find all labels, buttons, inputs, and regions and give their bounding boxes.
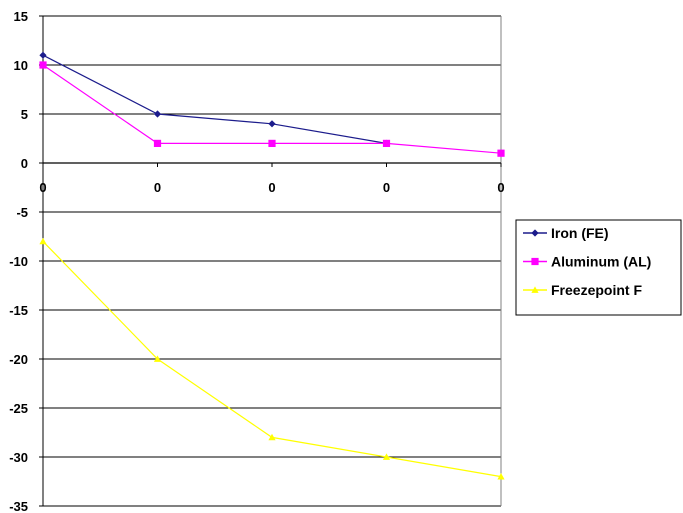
series-line-0: [42, 54, 387, 144]
y-tick-label: -10: [9, 254, 28, 269]
data-point: [39, 61, 47, 69]
data-point: [497, 473, 505, 480]
data-point: [268, 433, 276, 441]
data-point: [382, 139, 391, 147]
data-point: [268, 139, 276, 147]
grid-lines: [43, 15, 501, 507]
x-tick-label: 0: [268, 180, 275, 195]
x-tick-label: 0: [154, 180, 161, 195]
y-tick-label: 0: [21, 156, 28, 171]
data-point: [268, 120, 276, 128]
y-tick-label: -20: [9, 352, 28, 367]
x-tick-label: 0: [497, 180, 504, 195]
data-point: [153, 110, 162, 118]
y-tick-label: -15: [9, 303, 28, 318]
legend-label: Aluminum (AL): [551, 254, 651, 270]
x-tick-label: 0: [383, 180, 390, 195]
y-tick-label: -5: [16, 205, 28, 220]
legend-marker: [531, 229, 539, 237]
x-tick-label: 0: [39, 180, 46, 195]
series-lines: [39, 51, 505, 480]
y-tick-label: 5: [21, 107, 28, 122]
legend-label: Freezepoint F: [551, 282, 642, 298]
data-point: [153, 355, 162, 362]
y-tick-label: -25: [9, 401, 28, 416]
y-tick-label: 10: [14, 58, 28, 73]
y-tick-label: -30: [9, 450, 28, 465]
data-point: [153, 139, 162, 147]
y-tick-labels: 15 10 5 0 -5 -10 -15 -20 -25 -30 -35: [9, 9, 28, 513]
legend-marker: [531, 286, 539, 293]
y-tick-label: -35: [9, 499, 28, 513]
data-point: [382, 453, 391, 460]
legend: Iron (FE) Aluminum (AL) Freezepoint F: [515, 219, 682, 316]
legend-label: Iron (FE): [551, 225, 609, 241]
data-point: [39, 237, 47, 245]
legend-box: [515, 219, 682, 316]
legend-marker: [531, 257, 539, 266]
data-point: [497, 149, 505, 157]
data-point: [39, 51, 47, 59]
x-tick-labels: 0 0 0 0 0: [39, 180, 504, 195]
y-tick-label: 15: [14, 9, 28, 24]
